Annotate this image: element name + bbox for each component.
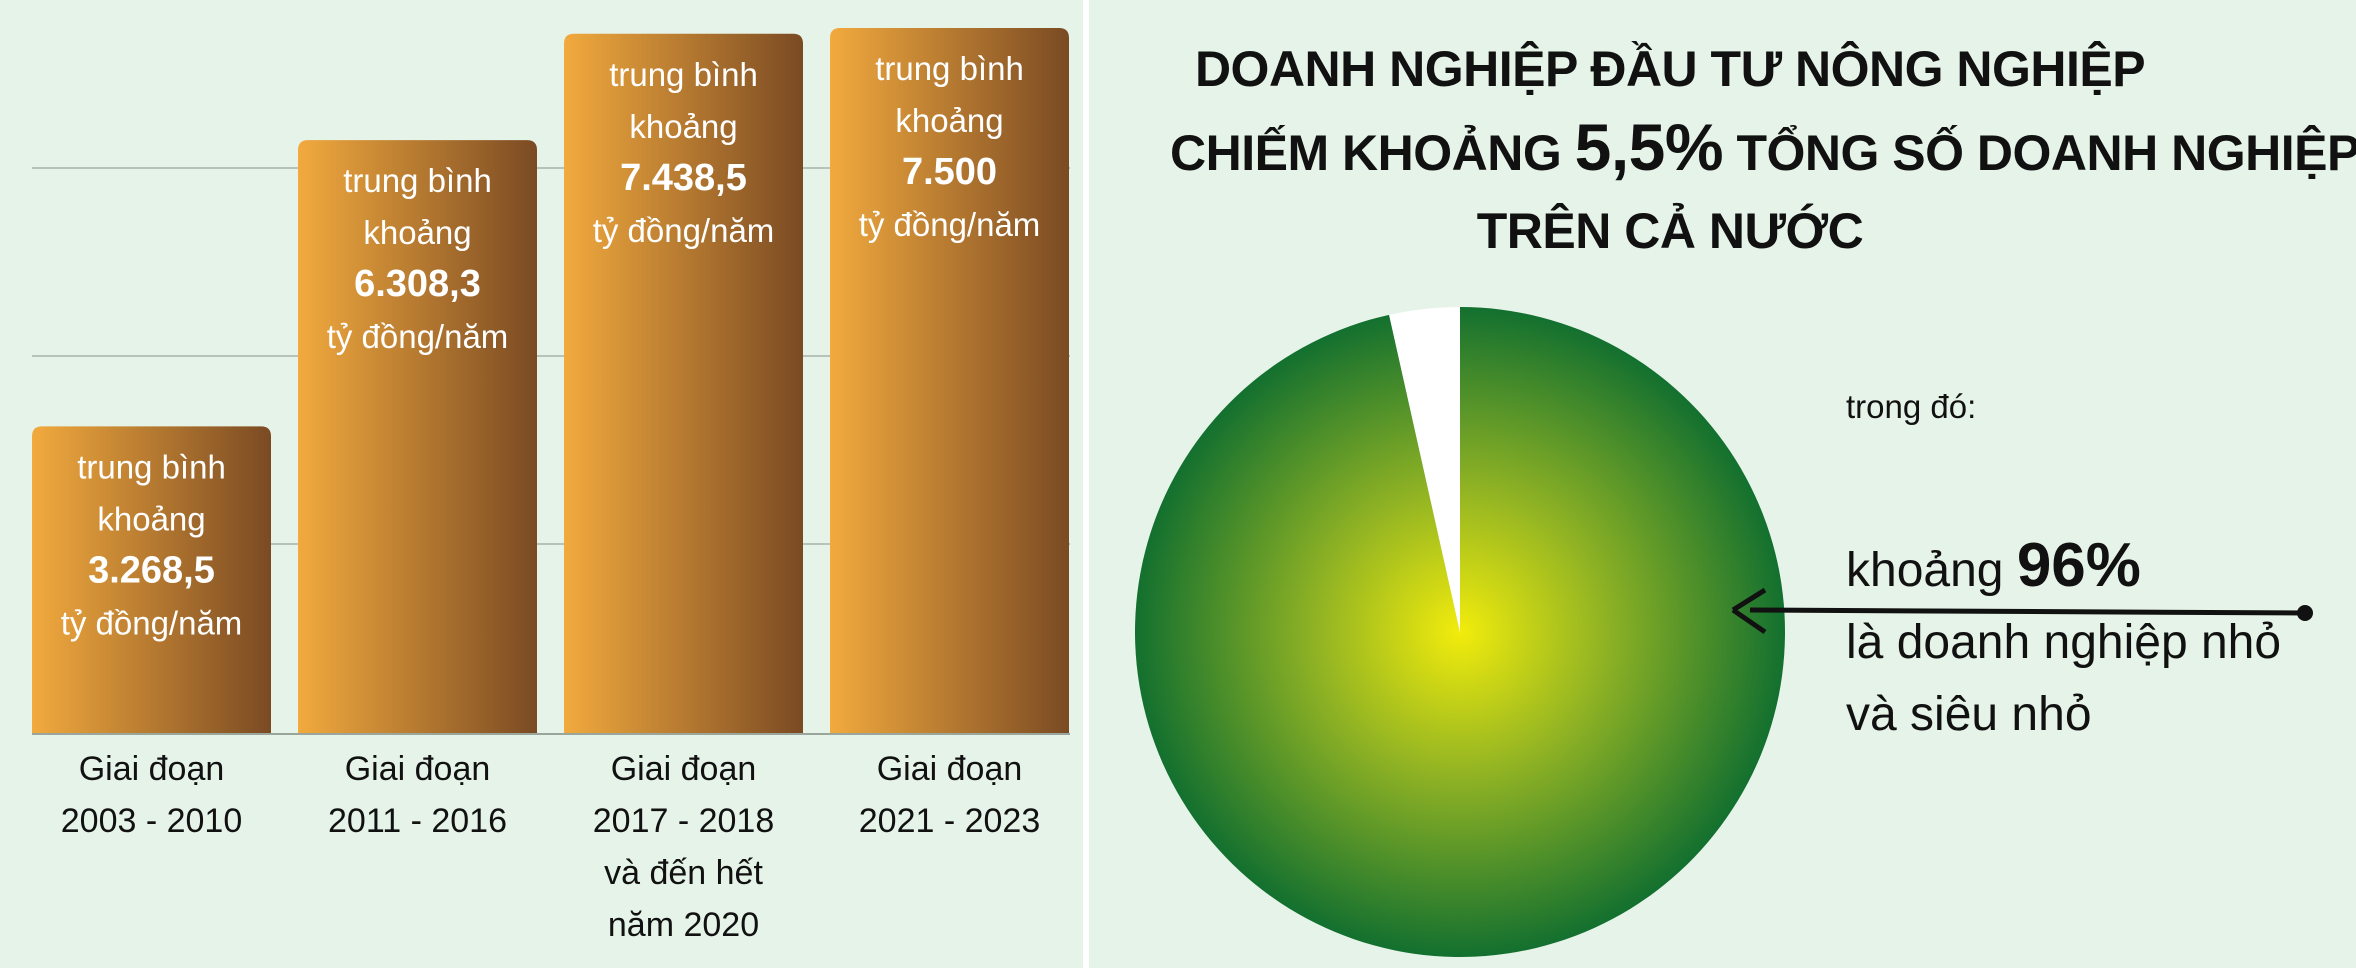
title-line-3: TRÊN CẢ NƯỚC	[1476, 203, 1864, 259]
panel-divider	[1083, 0, 1089, 968]
bar-label-text: trung bình	[609, 56, 758, 93]
bar	[564, 33, 803, 735]
bar-label-text: trung bình	[875, 50, 1024, 87]
bar-label-text: khoảng	[895, 102, 1003, 139]
bar-label-text: tỷ đồng/năm	[327, 318, 509, 355]
category-labels: Giai đoạn 2003 - 2010 Giai đoạn 2011 - 2016…	[61, 750, 1041, 944]
category-label: Giai đoạn	[877, 750, 1023, 788]
bar	[830, 28, 1069, 734]
annotation-arrow-dot	[2297, 605, 2313, 621]
title-percentage: 5,5%	[1574, 110, 1724, 184]
category-label: 2021 - 2023	[859, 802, 1041, 840]
category-label: và đến hết	[604, 854, 763, 892]
annotation-text: khoảng 96% là doanh nghiệp nhỏ và siêu n…	[1846, 530, 2281, 751]
bar	[298, 140, 537, 734]
category-label: năm 2020	[608, 906, 759, 944]
title-line-2-before: CHIẾM KHOẢNG	[1170, 125, 1562, 181]
title-line-1: DOANH NGHIỆP ĐẦU TƯ NÔNG NGHIỆP	[1194, 41, 2146, 97]
bars	[32, 28, 1069, 735]
bar-label-text: tỷ đồng/năm	[61, 604, 243, 641]
category-label: 2011 - 2016	[328, 802, 507, 840]
annotation-line-1: khoảng 96%	[1846, 530, 2281, 607]
bar-value-label: 7.500	[902, 151, 997, 193]
title-line-2: CHIẾM KHOẢNG 5,5% TỔNG SỐ DOANH NGHIỆP	[1170, 108, 2356, 192]
chart-title: DOANH NGHIỆP ĐẦU TƯ NÔNG NGHIỆP CHIẾM KH…	[1170, 30, 2356, 270]
bar-value-label: 6.308,3	[354, 263, 481, 305]
annotation-before-value: khoảng	[1846, 544, 2004, 597]
bar-label-text: khoảng	[97, 500, 205, 537]
annotation-line-2: là doanh nghiệp nhỏ	[1846, 616, 2282, 669]
bar-chart: trung bình khoảng 3.268,5 tỷ đồng/năm trung …	[32, 28, 1070, 944]
pie-slice-gap	[1389, 307, 1460, 632]
category-label: 2017 - 2018	[593, 802, 775, 840]
category-label: Giai đoạn	[611, 750, 757, 788]
bar-value-label: 7.438,5	[620, 157, 747, 199]
category-label: 2003 - 2010	[61, 802, 243, 840]
bar-label-text: trung bình	[343, 162, 492, 199]
category-label: Giai đoạn	[79, 750, 225, 788]
title-line-2-after: TỔNG SỐ DOANH NGHIỆP	[1736, 125, 2356, 181]
bar-label-text: khoảng	[629, 108, 737, 145]
pie-slices	[1135, 307, 1785, 957]
annotation-intro: trong đó:	[1846, 388, 1977, 425]
annotation-arrow-head	[1731, 587, 1767, 635]
bar-label-text: tỷ đồng/năm	[593, 212, 775, 249]
category-label: Giai đoạn	[345, 750, 491, 788]
bar-label-text: tỷ đồng/năm	[859, 206, 1041, 243]
bar	[32, 426, 271, 734]
annotation-value: 96%	[2016, 531, 2141, 600]
annotation-line-3: và siêu nhỏ	[1846, 688, 2092, 741]
bar-value-label: 3.268,5	[88, 549, 215, 591]
bar-labels: trung bình khoảng 3.268,5 tỷ đồng/năm trung …	[61, 50, 1041, 641]
bar-label-text: khoảng	[363, 214, 471, 251]
bar-label-text: trung bình	[77, 448, 226, 485]
pie-slice-main	[1135, 307, 1785, 957]
